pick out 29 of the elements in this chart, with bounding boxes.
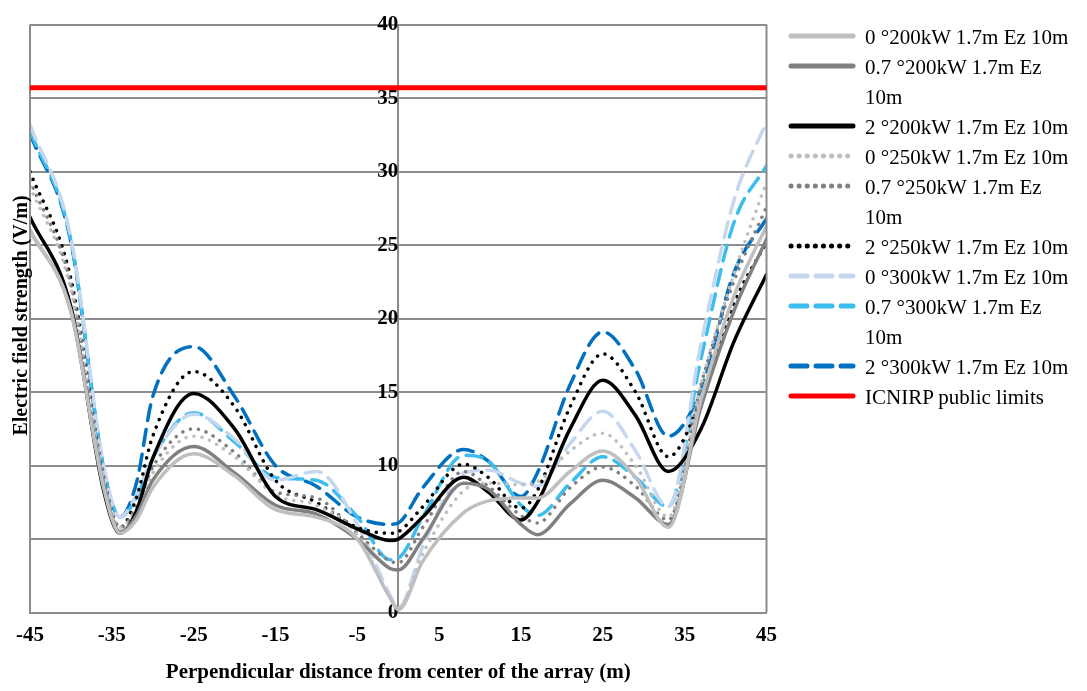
y-tick-label: 25: [377, 231, 399, 256]
x-tick-label: -25: [179, 621, 208, 646]
x-tick-label: -35: [97, 621, 126, 646]
x-tick-label: -5: [348, 621, 367, 646]
legend-label: 2 °200kW 1.7m Ez 10m: [865, 114, 1070, 141]
legend-label: 0.7 °200kW 1.7m Ez 10m: [865, 54, 1043, 111]
x-tick-label: -45: [16, 621, 44, 646]
x-tick-label: 15: [510, 621, 532, 646]
legend-label: 0 °300kW 1.7m Ez 10m: [865, 264, 1070, 291]
legend-label: 2 °300kW 1.7m Ez 10m: [865, 354, 1070, 381]
y-tick-label: 20: [377, 305, 399, 330]
x-tick-label: 35: [674, 621, 696, 646]
legend-label: 0 °200kW 1.7m Ez 10m: [865, 24, 1070, 51]
legend-label: 0.7 °300kW 1.7m Ez 10m: [865, 294, 1043, 351]
y-tick-label: 40: [377, 11, 399, 36]
x-tick-label: 45: [756, 621, 777, 646]
x-tick-label: -15: [261, 621, 290, 646]
x-axis-title: Perpendicular distance from center of the array (m): [165, 658, 631, 683]
x-tick-label: 25: [592, 621, 614, 646]
legend-label: 0 °250kW 1.7m Ez 10m: [865, 144, 1070, 171]
x-tick-label: 5: [433, 621, 445, 646]
legend-label: 0.7 °250kW 1.7m Ez 10m: [865, 174, 1043, 231]
y-tick-label: 30: [377, 158, 399, 183]
y-tick-label: 35: [377, 84, 399, 109]
legend-label: ICNIRP public limits: [865, 384, 1045, 411]
y-tick-label: 15: [377, 378, 399, 403]
legend-label: 2 °250kW 1.7m Ez 10m: [865, 234, 1070, 261]
y-tick-label: 10: [377, 452, 399, 477]
y-axis-title: Electric field strength (V/m): [8, 194, 32, 436]
